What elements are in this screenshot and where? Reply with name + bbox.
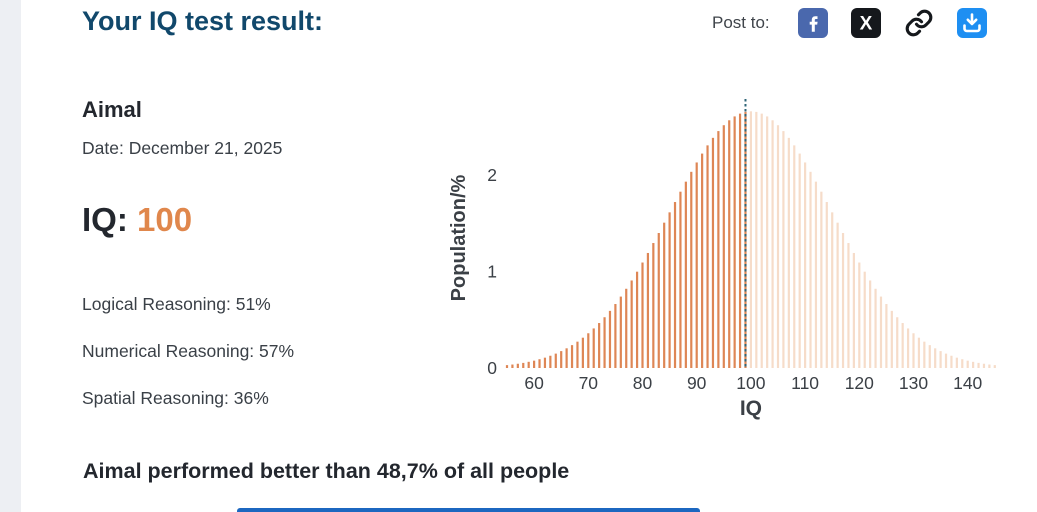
svg-text:1: 1: [487, 262, 497, 282]
percentile-summary: Aimal performed better than 48,7% of all…: [83, 459, 570, 483]
share-bar: Post to: X: [712, 8, 987, 38]
svg-text:130: 130: [899, 373, 928, 393]
bell-curve-plot: 60 70 80 90 100 110 120 130 140 0 1 2 IQ Population/%: [448, 99, 996, 420]
iq-distribution-chart: 60 70 80 90 100 110 120 130 140 0 1 2 IQ Population/%: [443, 93, 1023, 428]
svg-text:120: 120: [845, 373, 874, 393]
svg-text:80: 80: [633, 373, 653, 393]
svg-text:100: 100: [736, 373, 765, 393]
svg-text:IQ: IQ: [740, 397, 762, 420]
svg-text:Population/%: Population/%: [448, 174, 470, 301]
page-title: Your IQ test result:: [82, 6, 324, 36]
page-left-gutter: [0, 0, 21, 512]
facebook-icon[interactable]: [797, 8, 828, 38]
test-taker-name: Aimal: [82, 97, 142, 122]
logical-reasoning-score: Logical Reasoning: 51%: [82, 294, 271, 314]
svg-text:110: 110: [791, 373, 819, 393]
svg-text:70: 70: [579, 373, 599, 393]
svg-text:90: 90: [687, 373, 707, 393]
svg-text:2: 2: [487, 165, 497, 185]
iq-label: IQ:: [82, 201, 128, 238]
svg-text:60: 60: [524, 373, 544, 393]
spatial-reasoning-score: Spatial Reasoning: 36%: [82, 388, 269, 408]
numerical-reasoning-score: Numerical Reasoning: 57%: [82, 341, 295, 361]
test-date: Date: December 21, 2025: [82, 138, 283, 158]
svg-text:140: 140: [953, 373, 982, 393]
svg-text:0: 0: [487, 358, 497, 378]
iq-value: 100: [137, 201, 193, 238]
bottom-partial-element[interactable]: [237, 508, 700, 512]
download-icon[interactable]: [956, 8, 987, 38]
post-to-label: Post to:: [712, 13, 770, 32]
copy-link-icon[interactable]: [904, 8, 934, 38]
svg-text:X: X: [859, 14, 872, 35]
iq-score-line: IQ: 100: [82, 201, 192, 239]
x-twitter-icon[interactable]: X: [850, 8, 881, 38]
